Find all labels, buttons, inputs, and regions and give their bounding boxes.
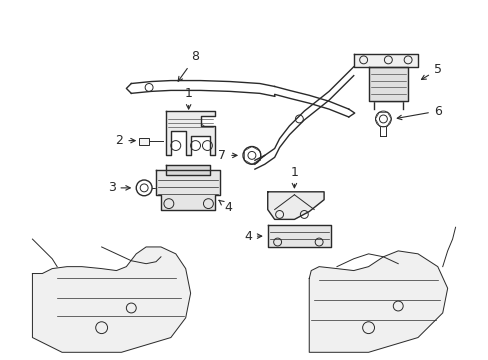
Polygon shape	[165, 165, 210, 175]
Polygon shape	[267, 192, 324, 219]
Text: 5: 5	[421, 63, 441, 80]
Text: 7: 7	[218, 149, 237, 162]
Polygon shape	[32, 247, 190, 352]
FancyBboxPatch shape	[139, 138, 149, 145]
Polygon shape	[353, 54, 417, 67]
Polygon shape	[165, 111, 215, 156]
Text: 3: 3	[107, 181, 130, 194]
Polygon shape	[368, 67, 407, 101]
Text: 2: 2	[115, 134, 135, 147]
Text: 1: 1	[184, 87, 192, 109]
Text: 4: 4	[244, 230, 261, 243]
Polygon shape	[267, 225, 330, 247]
Polygon shape	[156, 170, 220, 210]
Text: 8: 8	[178, 50, 199, 81]
Text: 4: 4	[219, 200, 232, 214]
Text: 1: 1	[290, 166, 298, 188]
Polygon shape	[308, 251, 447, 352]
Text: 6: 6	[396, 105, 441, 120]
